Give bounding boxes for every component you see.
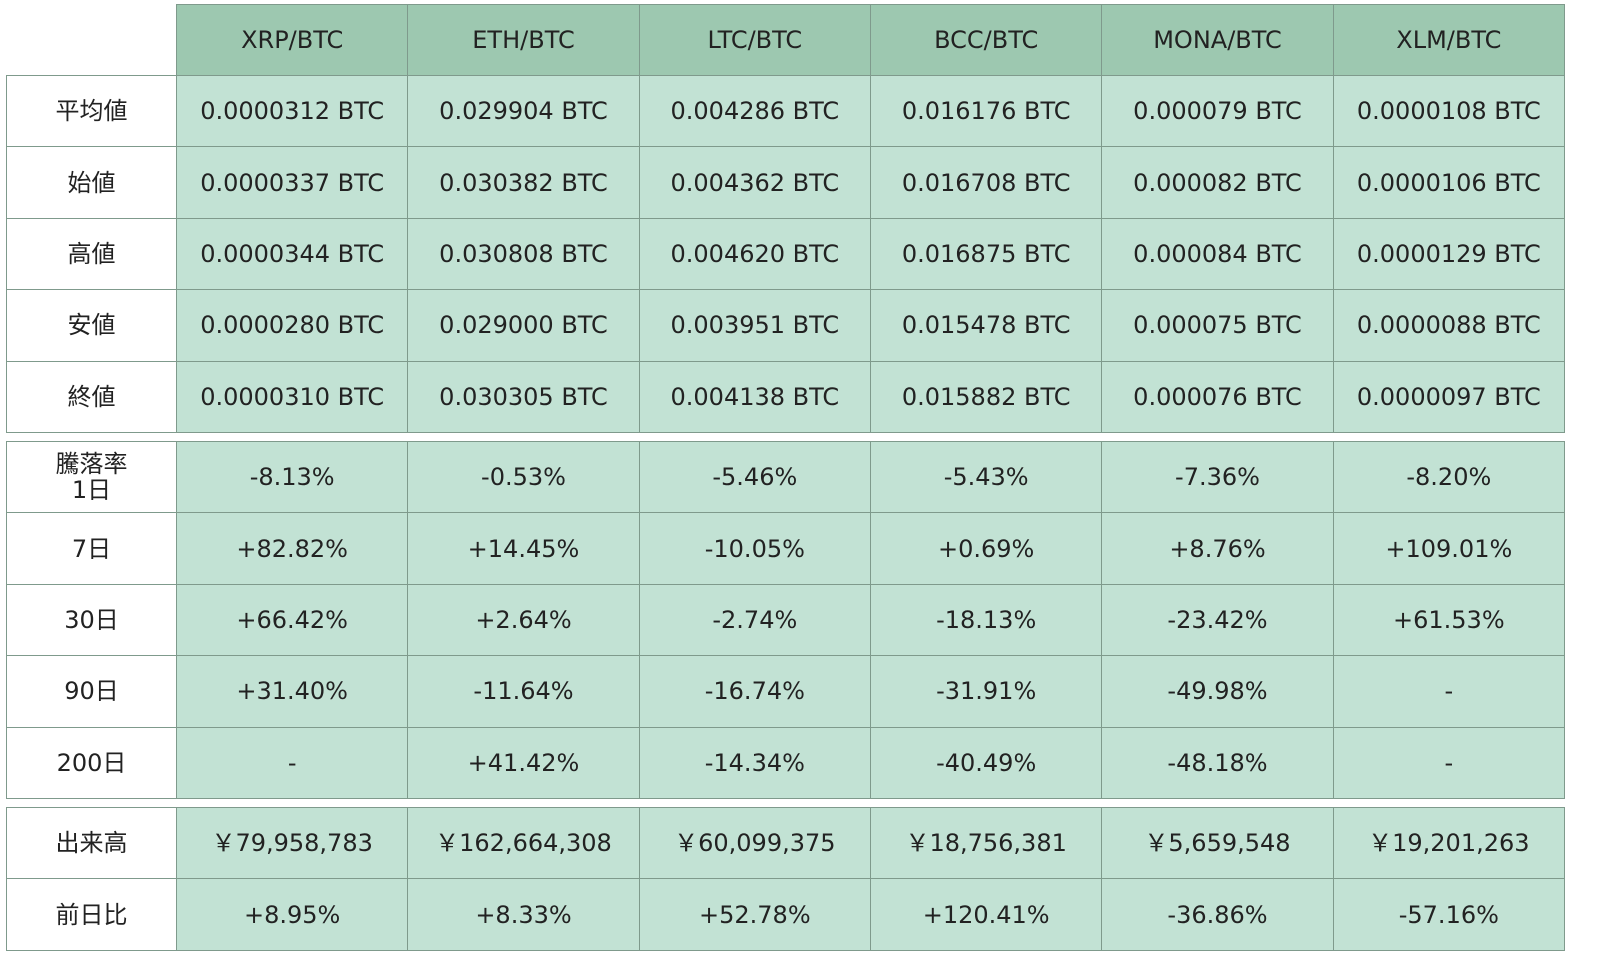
table-cell: 0.030382 BTC [407,146,640,219]
column-header: XRP/BTC [176,4,409,76]
table-cell: 0.0000310 BTC [176,360,409,433]
table-cell: ￥60,099,375 [638,807,871,880]
table-cell: 0.029904 BTC [407,75,640,148]
table-cell: -5.43% [870,441,1103,514]
table-cell: 0.004620 BTC [638,217,871,291]
row-label: 安値 [6,289,177,362]
table-cell: - [176,726,409,799]
table-cell: ￥18,756,381 [870,807,1103,880]
row-label: 7日 [6,512,177,585]
table-cell: 0.016176 BTC [870,75,1103,148]
table-cell: -7.36% [1101,441,1334,514]
table-cell: -8.13% [176,441,409,514]
table-cell: 0.016708 BTC [870,146,1103,219]
table-cell: 0.015882 BTC [870,360,1103,433]
table-cell: +82.82% [176,512,409,585]
table-cell: +31.40% [176,655,409,728]
table-cell: 0.0000280 BTC [176,289,409,362]
table-cell: -2.74% [638,583,871,657]
table-cell: -48.18% [1101,726,1334,799]
table-cell: 0.029000 BTC [407,289,640,362]
table-cell: +14.45% [407,512,640,585]
table-cell: +52.78% [638,878,871,951]
table-cell: 0.030305 BTC [407,360,640,433]
table-cell: ￥79,958,783 [176,807,409,880]
table-cell: 0.000076 BTC [1101,360,1334,433]
table-cell: -8.20% [1332,441,1565,514]
row-label: 30日 [6,583,177,657]
table-cell: 0.004138 BTC [638,360,871,433]
table-cell: -14.34% [638,726,871,799]
table-cell: -10.05% [638,512,871,585]
table-cell: 0.030808 BTC [407,217,640,291]
row-label: 200日 [6,726,177,799]
table-cell: - [1332,655,1565,728]
table-cell: 0.0000312 BTC [176,75,409,148]
table-cell: -57.16% [1332,878,1565,951]
table-cell: 0.0000337 BTC [176,146,409,219]
row-label: 出来高 [6,807,177,880]
table-cell: ￥19,201,263 [1332,807,1565,880]
row-label: 前日比 [6,878,177,951]
column-header: MONA/BTC [1101,4,1334,76]
table-cell: +8.33% [407,878,640,951]
table-cell: +0.69% [870,512,1103,585]
table-cell: -5.46% [638,441,871,514]
table-cell: 0.016875 BTC [870,217,1103,291]
table-cell: +120.41% [870,878,1103,951]
table-cell: ￥162,664,308 [407,807,640,880]
row-label: 高値 [6,217,177,291]
table-cell: -16.74% [638,655,871,728]
table-cell: ￥5,659,548 [1101,807,1334,880]
table-cell: 0.0000106 BTC [1332,146,1565,219]
table-cell: +2.64% [407,583,640,657]
table-cell: +8.76% [1101,512,1334,585]
table-cell: 0.003951 BTC [638,289,871,362]
row-label: 騰落率 1日 [6,441,177,514]
table-cell: 0.0000088 BTC [1332,289,1565,362]
table-cell: -40.49% [870,726,1103,799]
table-cell: -18.13% [870,583,1103,657]
row-label: 90日 [6,655,177,728]
table-cell: 0.0000097 BTC [1332,360,1565,433]
table-cell: +109.01% [1332,512,1565,585]
row-label: 始値 [6,146,177,219]
table-cell: -36.86% [1101,878,1334,951]
row-label: 平均値 [6,75,177,148]
table-cell: 0.0000129 BTC [1332,217,1565,291]
column-header: BCC/BTC [870,4,1103,76]
table-cell: -49.98% [1101,655,1334,728]
column-header: XLM/BTC [1332,4,1565,76]
table-cell: +66.42% [176,583,409,657]
column-header: LTC/BTC [638,4,871,76]
table-cell: 0.000084 BTC [1101,217,1334,291]
table-cell: -23.42% [1101,583,1334,657]
table-cell: 0.004286 BTC [638,75,871,148]
table-cell: - [1332,726,1565,799]
row-label: 終値 [6,360,177,433]
table-cell: 0.004362 BTC [638,146,871,219]
table-cell: 0.000082 BTC [1101,146,1334,219]
table-cell: 0.0000108 BTC [1332,75,1565,148]
table-cell: -31.91% [870,655,1103,728]
table-cell: 0.000079 BTC [1101,75,1334,148]
column-header: ETH/BTC [407,4,640,76]
table-cell: +61.53% [1332,583,1565,657]
table-cell: 0.0000344 BTC [176,217,409,291]
table-cell: +8.95% [176,878,409,951]
table-cell: -0.53% [407,441,640,514]
table-cell: +41.42% [407,726,640,799]
table-cell: 0.000075 BTC [1101,289,1334,362]
table-cell: 0.015478 BTC [870,289,1103,362]
table-cell: -11.64% [407,655,640,728]
